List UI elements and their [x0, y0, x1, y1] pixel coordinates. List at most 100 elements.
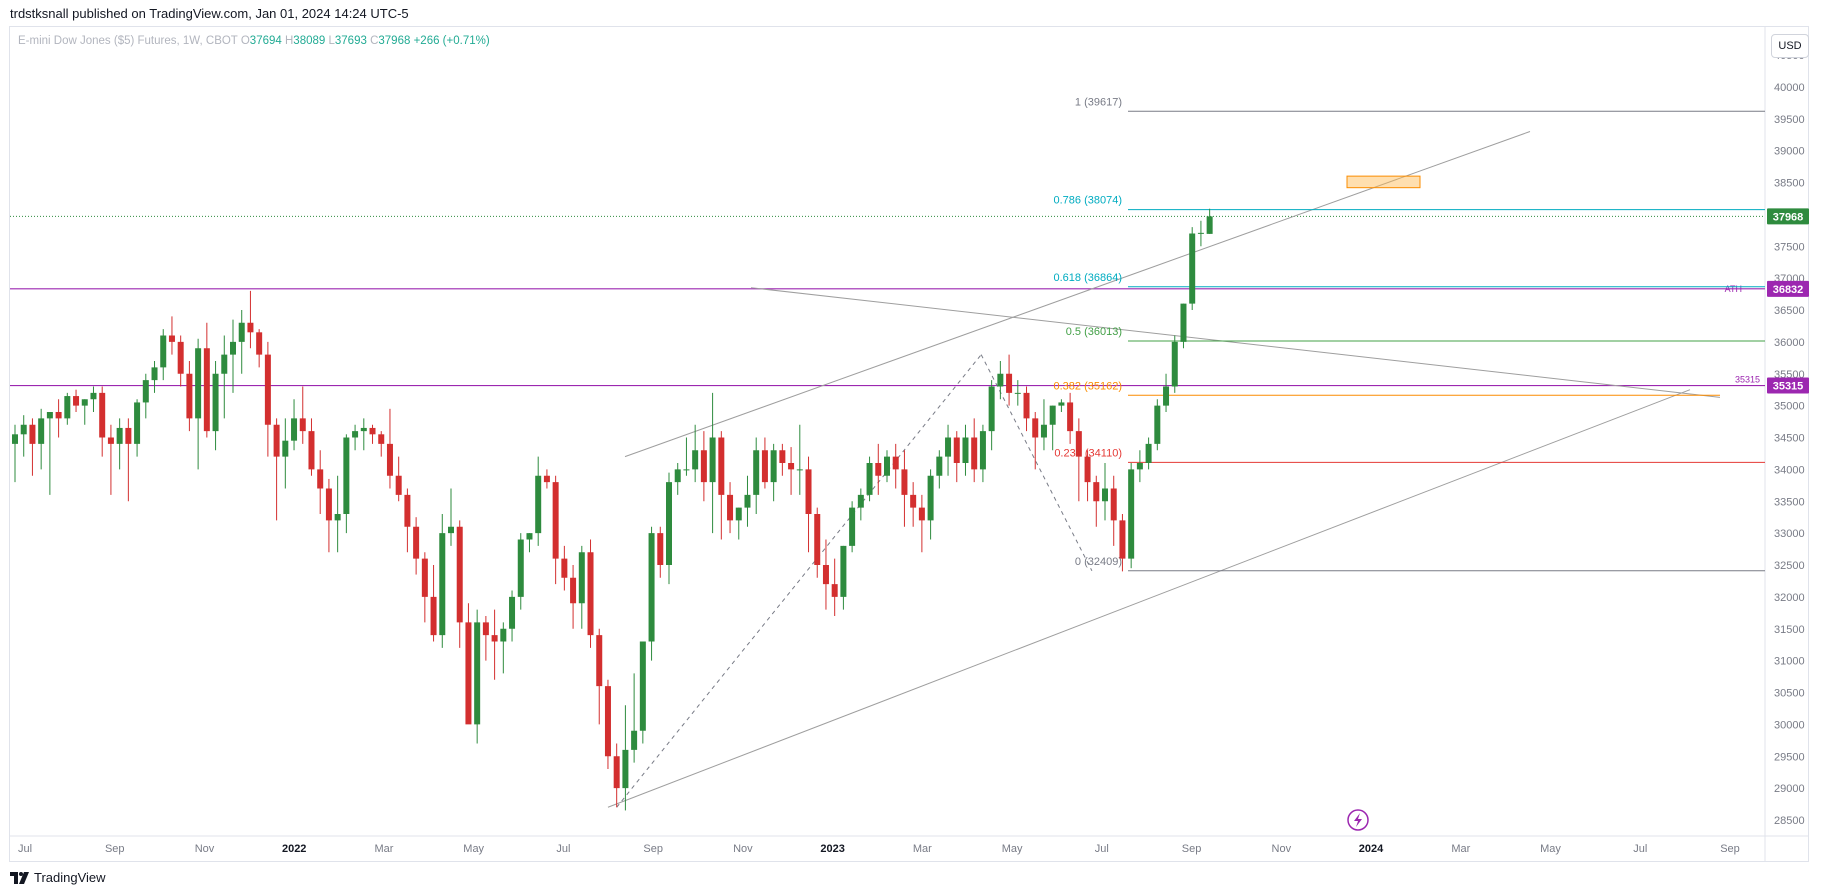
candle-body: [256, 332, 263, 355]
price-tag-level-bg: [1767, 377, 1809, 394]
candle-body: [1075, 431, 1082, 457]
candle-body: [29, 424, 36, 444]
candle-body: [334, 514, 341, 521]
candle-body: [73, 396, 80, 406]
candle-body: [822, 565, 829, 585]
open-value: 37694: [249, 35, 282, 47]
y-tick-label: 35000: [1774, 401, 1805, 413]
x-tick-label: Jul: [18, 843, 32, 855]
price-tag-current-bg: [1767, 208, 1809, 225]
candle-body: [866, 463, 873, 495]
candle-body: [788, 463, 795, 470]
candle-body: [604, 686, 611, 757]
fib-level-label: 0 (32409): [1075, 556, 1122, 568]
candle-body: [1049, 405, 1056, 425]
candle-body: [203, 348, 210, 432]
footer-brand: TradingView: [10, 870, 106, 885]
chart-frame: [9, 26, 1809, 862]
candle-body: [439, 533, 446, 636]
level-label: 35315: [1735, 375, 1760, 385]
candle-body: [107, 437, 114, 444]
candle-body: [64, 396, 71, 419]
candle-body: [1014, 392, 1021, 394]
lightning-icon-ring: [1347, 809, 1369, 831]
candle-body: [1084, 456, 1091, 483]
candle-body: [413, 526, 420, 559]
candle-body: [700, 450, 707, 483]
fib-level-label: 0.786 (38074): [1054, 195, 1123, 207]
candle-body: [578, 552, 585, 604]
candle-body: [369, 427, 376, 435]
candle-body: [587, 552, 594, 636]
candle-body: [901, 469, 908, 495]
candle-body: [535, 475, 542, 534]
y-tick-label: 31000: [1774, 656, 1805, 668]
low-label: L: [328, 35, 335, 47]
candle-body: [596, 635, 603, 687]
candle-body: [831, 584, 838, 597]
candle-body: [692, 450, 699, 470]
y-tick-label: 36500: [1774, 305, 1805, 317]
candle-body: [1197, 232, 1204, 234]
candle-body: [317, 469, 324, 489]
candle-body: [761, 450, 768, 483]
candle-body: [674, 469, 681, 483]
candle-body: [709, 437, 716, 483]
open-label: O: [240, 35, 250, 47]
candle-body: [273, 424, 280, 457]
candle-body: [744, 494, 751, 508]
candle-body: [526, 533, 533, 540]
candle-body: [613, 756, 620, 789]
candle-body: [282, 440, 289, 457]
candle-body: [474, 622, 481, 725]
candle-body: [1136, 463, 1143, 470]
candle-body: [561, 558, 568, 578]
candle-body: [238, 322, 245, 342]
candle-body: [20, 424, 27, 435]
candle-body: [360, 427, 367, 432]
candle-body: [291, 418, 298, 441]
candle-body: [849, 507, 856, 546]
candle-body: [195, 348, 202, 419]
y-tick-label: 28500: [1774, 815, 1805, 827]
x-tick-label: May: [1540, 843, 1561, 855]
candle-body: [160, 335, 167, 368]
candle-body: [343, 437, 350, 514]
x-tick-label: Nov: [733, 843, 753, 855]
candle-body: [1093, 482, 1100, 502]
candle-body: [1006, 373, 1013, 393]
high-label: H: [284, 35, 294, 47]
candle-body: [622, 749, 629, 789]
candle-body: [421, 558, 428, 597]
x-tick-label: Jul: [1095, 843, 1109, 855]
candle-body: [509, 596, 516, 629]
x-tick-label: 2024: [1359, 843, 1384, 855]
channel-lower-line: [607, 389, 1691, 808]
candle-body: [918, 507, 925, 521]
candle-body: [142, 380, 149, 403]
candle-body: [12, 434, 18, 444]
candle-body: [168, 335, 175, 342]
candle-body: [735, 507, 742, 521]
candle-body: [927, 475, 934, 521]
footer-brand-label: TradingView: [34, 870, 106, 885]
fib-anchor-down-dashed: [980, 354, 1093, 572]
candle-body: [1163, 386, 1170, 406]
candle-body: [177, 341, 184, 374]
candle-body: [299, 418, 306, 432]
candle-body: [979, 431, 986, 470]
x-tick-label: 2023: [820, 843, 844, 855]
candle-body: [1102, 488, 1108, 502]
candle-body: [1128, 469, 1135, 559]
candle-body: [134, 402, 141, 444]
y-tick-label: 30500: [1774, 688, 1805, 700]
candle-body: [404, 494, 411, 527]
y-tick-label: 33000: [1774, 528, 1805, 540]
candle-body: [125, 427, 132, 444]
y-tick-label: 33500: [1774, 496, 1805, 508]
x-tick-label: Mar: [374, 843, 393, 855]
candle-body: [55, 412, 62, 419]
candle-body: [805, 469, 812, 514]
currency-button[interactable]: USD: [1771, 34, 1809, 58]
